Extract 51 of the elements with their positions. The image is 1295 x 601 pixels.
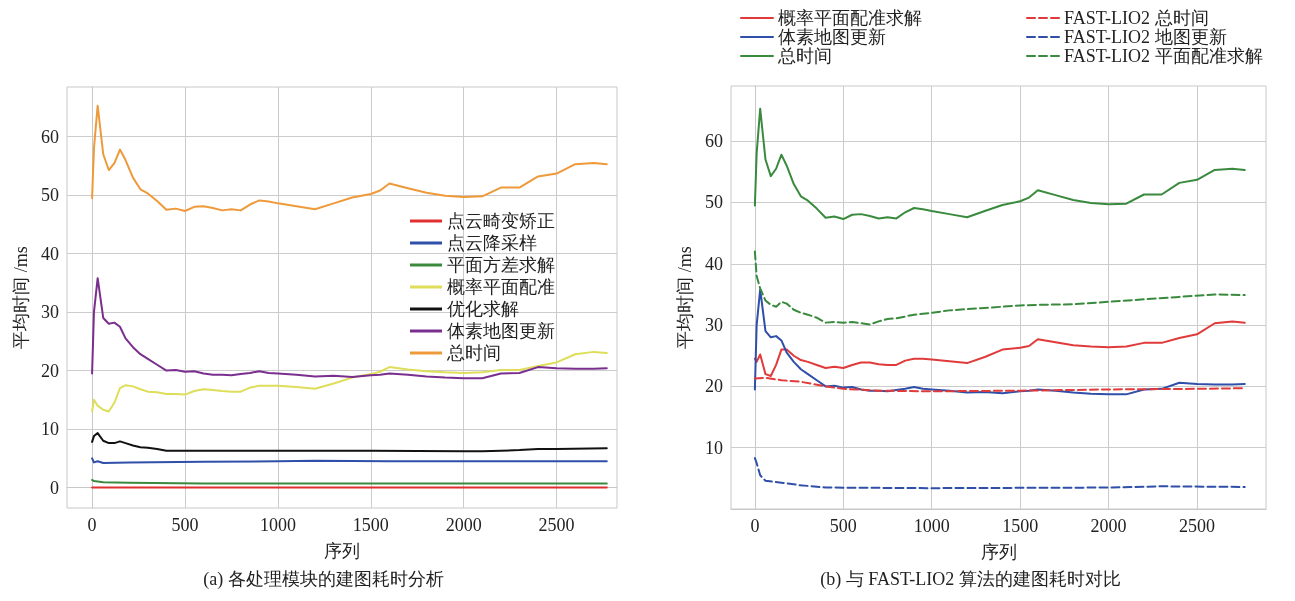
legend-label: FAST-LIO2 平面配准求解 xyxy=(1064,46,1263,66)
legend-label: 体素地图更新 xyxy=(778,27,886,47)
line-series xyxy=(753,250,1246,326)
legend-label: FAST-LIO2 总时间 xyxy=(1064,8,1209,28)
x-tick-label: 1500 xyxy=(352,515,389,535)
y-tick-label: 30 xyxy=(41,302,59,323)
y-tick-label: 40 xyxy=(705,253,723,274)
legend-label: FAST-LIO2 地图更新 xyxy=(1064,27,1227,47)
x-tick-label: 500 xyxy=(171,515,199,535)
line-series xyxy=(91,104,608,212)
line-series xyxy=(753,288,1246,396)
x-tick-label: 0 xyxy=(87,515,97,535)
x-tick-label: 1000 xyxy=(913,516,950,536)
legend-label: 平面方差求解 xyxy=(447,255,555,275)
y-tick-label: 20 xyxy=(41,360,59,381)
x-axis-title: 序列 xyxy=(980,542,1017,562)
y-tick-label: 50 xyxy=(41,185,59,206)
text: (b) 与 FAST-LIO2 算法的建图耗时对比 xyxy=(820,569,1121,590)
legend-label: 点云降采样 xyxy=(447,233,537,253)
y-axis-title: 平均时间 /ms xyxy=(11,246,32,349)
y-tick-label: 50 xyxy=(705,192,723,213)
line-series xyxy=(753,107,1246,221)
x-tick-label: 500 xyxy=(829,516,857,536)
x-tick-label: 1000 xyxy=(259,515,296,535)
y-axis-title: 平均时间 /ms xyxy=(675,246,696,349)
text: (a) 各处理模块的建图耗时分析 xyxy=(203,569,444,590)
legend-label: 优化求解 xyxy=(447,299,519,319)
y-tick-label: 0 xyxy=(50,477,59,498)
x-tick-label: 2000 xyxy=(1090,516,1127,536)
y-tick-label: 10 xyxy=(705,437,723,458)
y-tick-label: 10 xyxy=(41,419,59,440)
x-tick-label: 0 xyxy=(750,516,760,536)
x-axis-title: 序列 xyxy=(324,541,360,561)
y-tick-label: 60 xyxy=(705,131,723,152)
legend-label: 体素地图更新 xyxy=(447,321,555,341)
y-tick-label: 20 xyxy=(705,376,723,397)
y-tick-label: 30 xyxy=(705,315,723,336)
line-series xyxy=(91,277,608,380)
y-tick-label: 60 xyxy=(41,126,59,147)
legend-label: 概率平面配准求解 xyxy=(778,8,922,28)
line-series xyxy=(91,432,608,453)
legend-label: 概率平面配准 xyxy=(447,277,555,297)
legend-label: 总时间 xyxy=(446,343,501,363)
x-tick-label: 2500 xyxy=(538,515,575,535)
legend-label: 总时间 xyxy=(777,46,832,66)
x-tick-label: 2000 xyxy=(445,515,482,535)
y-tick-label: 40 xyxy=(41,243,59,264)
x-tick-label: 1500 xyxy=(1002,516,1039,536)
x-tick-label: 2500 xyxy=(1179,516,1216,536)
line-series xyxy=(753,457,1246,490)
legend-label: 点云畸变矫正 xyxy=(447,211,555,231)
